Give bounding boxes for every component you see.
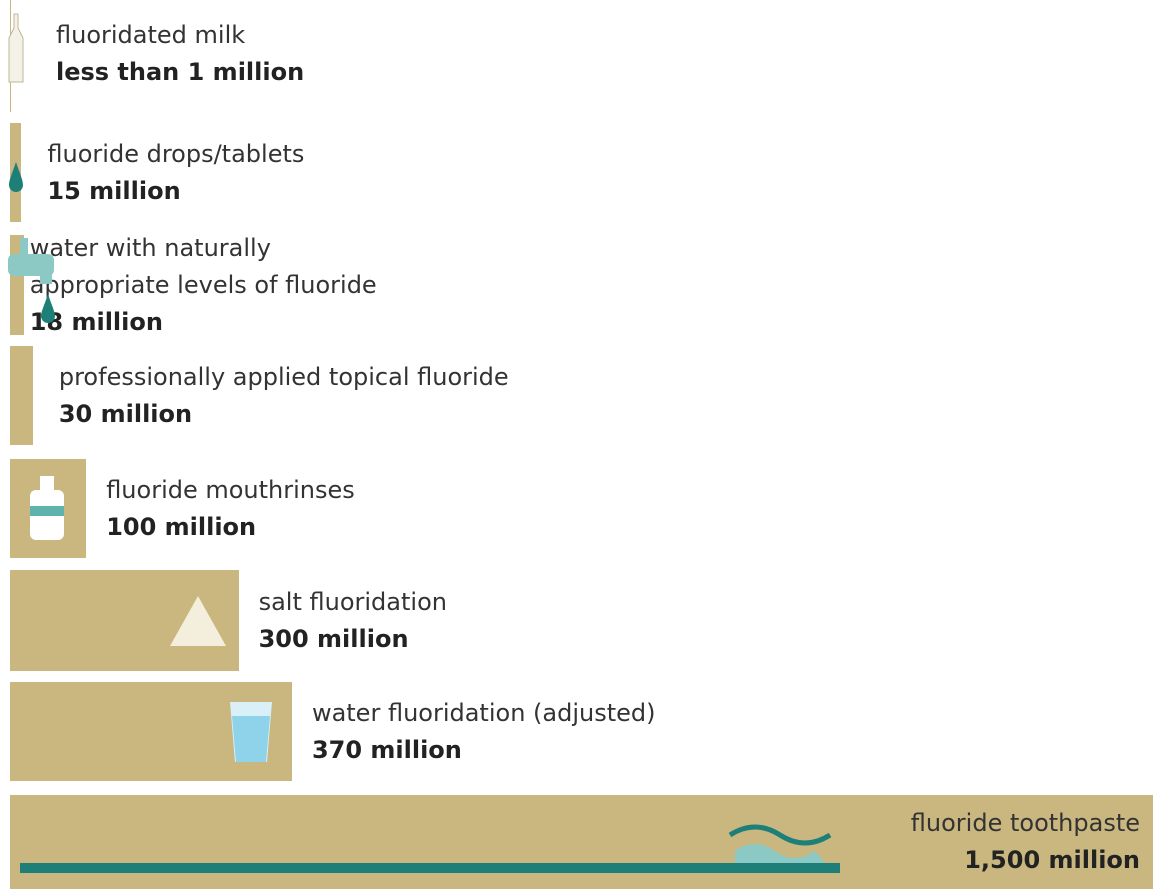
- value-label: 1,500 million: [964, 846, 1140, 874]
- category-label: professionally applied topical fluoride: [58, 362, 509, 391]
- bar: [10, 346, 33, 445]
- bar-label: fluoride toothpaste 1,500 million: [911, 805, 1140, 879]
- tap-icon: [8, 238, 55, 323]
- toothpaste-icon: [20, 824, 840, 873]
- bar: [10, 795, 1153, 889]
- bar-label: professionally applied topical fluoride 3…: [59, 359, 509, 433]
- category-label: fluoride drops/tablets: [47, 139, 305, 168]
- salt-icon: [170, 596, 226, 646]
- category-label: fluoride toothpaste: [910, 809, 1140, 837]
- category-label: water with naturally appropriate levels …: [29, 233, 377, 299]
- category-label: water fluoridation (adjusted): [311, 698, 656, 727]
- glass-icon: [230, 702, 272, 762]
- value-label: 30 million: [58, 399, 193, 428]
- drop-icon: [9, 162, 23, 192]
- value-label: less than 1 million: [56, 58, 305, 86]
- bar-label: water fluoridation (adjusted) 370 million: [312, 695, 656, 769]
- value-label: 300 million: [258, 624, 409, 653]
- bar-label: fluoride drops/tablets 15 million: [47, 136, 304, 210]
- value-label: 15 million: [47, 176, 181, 205]
- milk-bottle-icon: [8, 13, 24, 83]
- category-label: fluoridated milk: [56, 21, 246, 49]
- bar-label: water with naturally appropriate levels …: [30, 230, 377, 341]
- bar-label: salt fluoridation 300 million: [259, 584, 447, 658]
- value-label: 370 million: [311, 735, 462, 764]
- category-label: salt fluoridation: [258, 587, 447, 616]
- mouthrinse-icon: [30, 476, 64, 540]
- value-label: 100 million: [106, 512, 257, 541]
- category-label: fluoride mouthrinses: [106, 475, 355, 504]
- bar-label: fluoridated milk less than 1 million: [56, 17, 304, 91]
- bar-label: fluoride mouthrinses 100 million: [106, 472, 355, 546]
- value-label: 18 million: [29, 307, 163, 336]
